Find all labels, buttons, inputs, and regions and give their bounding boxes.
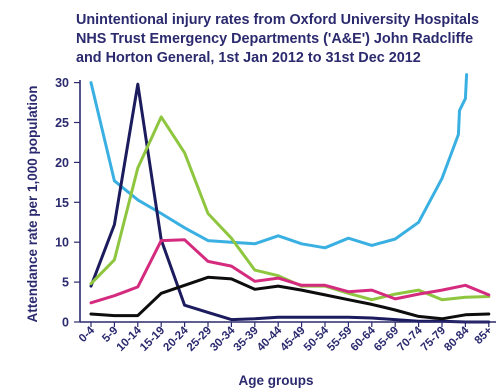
- y-axis-label: Attendance rate per 1,000 population: [25, 85, 40, 322]
- series-line-1: [89, 73, 469, 250]
- x-tick-label: 60-64: [349, 324, 379, 354]
- series-line-4: [89, 238, 491, 305]
- y-tick-label: 25: [55, 116, 69, 130]
- x-axis-label: Age groups: [238, 373, 313, 388]
- y-tick-label: 0: [62, 316, 69, 330]
- series-line-5: [89, 275, 491, 321]
- chart-title-line-2: NHS Trust Emergency Departments ('A&E') …: [76, 31, 473, 47]
- x-tick-label: 25-29: [185, 325, 214, 354]
- x-axis-ticks: 0-4 5-910-1415-1920-2425-2930-3435-3940-4…: [77, 322, 495, 354]
- x-tick-label: 50-54: [302, 324, 332, 354]
- chart-title-line-3: and Horton General, 1st Jan 2012 to 31st…: [76, 50, 421, 66]
- x-tick-label: 55-59: [325, 325, 354, 354]
- chart-series: [89, 73, 491, 324]
- y-tick-label: 5: [62, 276, 69, 290]
- y-tick-label: 15: [55, 196, 69, 210]
- y-tick-label: 20: [55, 156, 69, 170]
- x-tick-label: 15-19: [138, 325, 167, 354]
- x-tick-label: 10-14: [115, 324, 145, 354]
- x-tick-label: 35-39: [232, 325, 261, 354]
- x-tick-label: 70-74: [395, 324, 425, 354]
- x-tick-label: 75-79: [419, 325, 448, 354]
- x-tick-label: 80-84: [442, 324, 472, 354]
- x-tick-label: 0-4: [77, 324, 98, 345]
- x-tick-label: 30-34: [208, 324, 238, 354]
- chart-title: Unintentional injury rates from Oxford U…: [76, 12, 479, 66]
- y-tick-label: 30: [55, 76, 69, 90]
- x-tick-label: 20-24: [161, 324, 191, 354]
- x-tick-label: 65-69: [372, 325, 401, 354]
- chart-title-line-1: Unintentional injury rates from Oxford U…: [76, 12, 479, 28]
- y-tick-label: 10: [55, 236, 69, 250]
- y-axis-ticks: 0 5 10 15 20 25 30: [55, 76, 80, 330]
- x-tick-label: 45-49: [278, 325, 307, 354]
- x-tick-label: 85+: [473, 324, 495, 346]
- x-tick-label: 40-44: [255, 324, 285, 354]
